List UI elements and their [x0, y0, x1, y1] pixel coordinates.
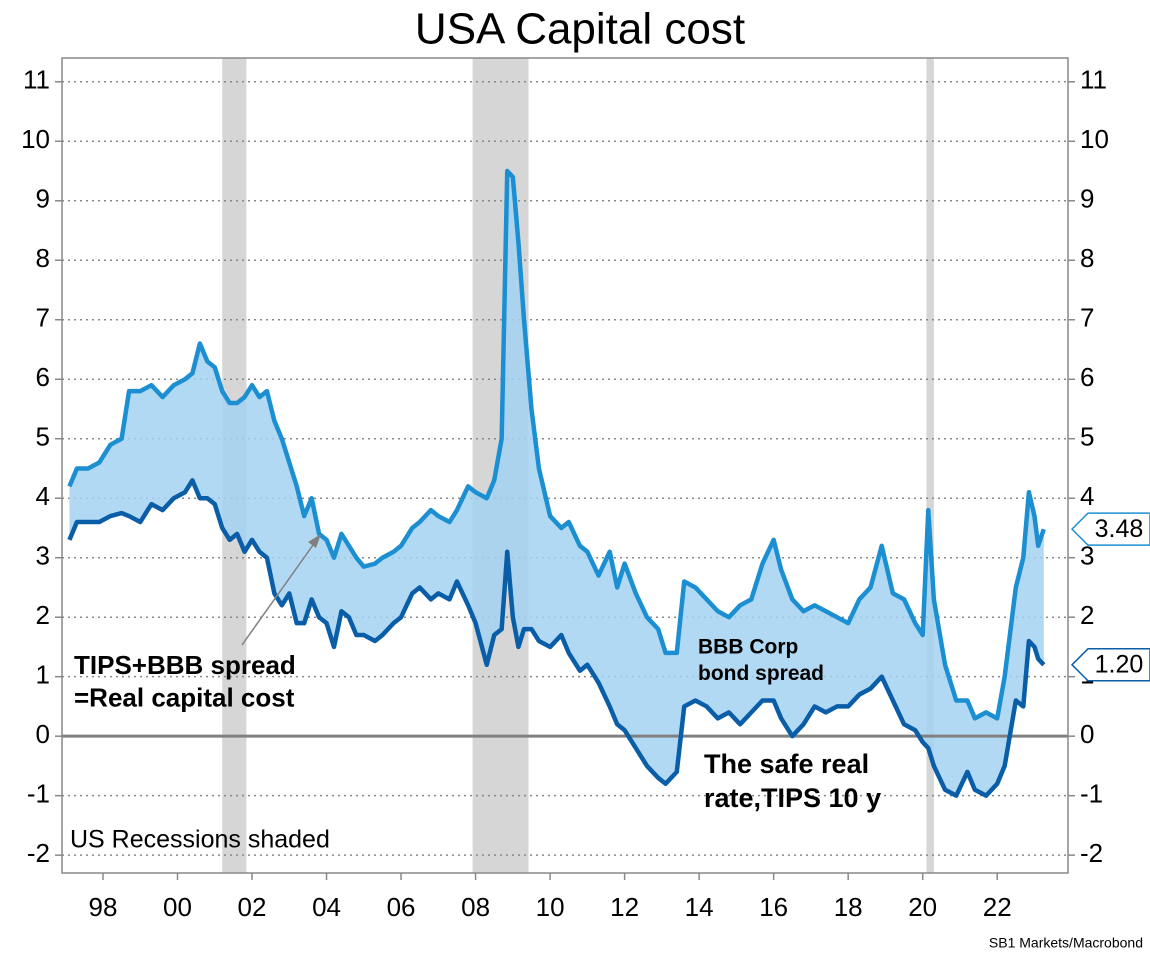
y2-tick-label: -1 [1080, 779, 1103, 809]
annotation: bond spread [698, 662, 824, 685]
x-tick-label: 02 [238, 892, 267, 922]
series-line [67, 478, 1046, 798]
y2-tick-label: 4 [1080, 481, 1094, 511]
x-tick-label: 98 [89, 892, 118, 922]
y-tick-label: 9 [36, 184, 50, 214]
y-tick-label: 7 [36, 303, 50, 333]
y2-tick-label: 10 [1080, 124, 1109, 154]
chart-title: USA Capital cost [415, 5, 745, 54]
y-tick-label: 4 [36, 481, 50, 511]
spread-area [69, 171, 1044, 796]
x-tick-label: 06 [387, 892, 416, 922]
plot-frame [61, 57, 1069, 874]
x-tick-label: 18 [834, 892, 863, 922]
x-tick-label: 16 [759, 892, 788, 922]
x-tick-label: 08 [461, 892, 490, 922]
y-tick-label: 11 [23, 65, 50, 95]
x-tick-label: 04 [312, 892, 341, 922]
end-label: 1.20 [1095, 650, 1144, 678]
y2-tick-label: 8 [1080, 243, 1094, 273]
y2-tick-label: 5 [1080, 422, 1094, 452]
y2-tick-label: 3 [1080, 541, 1094, 571]
annotation: rate,TIPS 10 y [704, 783, 881, 813]
annotation-arrow [241, 537, 319, 646]
series-line [67, 168, 1046, 721]
annotation: =Real capital cost [74, 682, 295, 712]
y-tick-label: 6 [36, 362, 50, 392]
x-tick-label: 14 [685, 892, 714, 922]
annotation: BBB Corp [698, 636, 798, 659]
x-tick-label: 00 [163, 892, 192, 922]
annotation: US Recessions shaded [70, 826, 330, 854]
y-tick-label: 1 [36, 660, 50, 690]
x-tick-label: 12 [610, 892, 639, 922]
y-tick-label: 3 [36, 541, 50, 571]
y-tick-label: -1 [27, 779, 50, 809]
y-tick-label: 0 [36, 719, 50, 749]
y2-tick-label: 11 [1080, 65, 1107, 95]
end-label-box [1070, 512, 1150, 546]
y-tick-label: -2 [27, 838, 50, 868]
y-tick-label: 5 [36, 422, 50, 452]
y2-tick-label: 9 [1080, 184, 1094, 214]
y-tick-label: 10 [21, 124, 50, 154]
annotation-arrowhead [308, 534, 321, 548]
recession-band [926, 58, 934, 873]
end-label: 3.48 [1095, 515, 1144, 543]
end-label-box [1070, 648, 1150, 682]
x-tick-label: 22 [983, 892, 1012, 922]
y2-tick-label: 2 [1080, 600, 1094, 630]
x-tick-label: 20 [908, 892, 937, 922]
y2-tick-label: 6 [1080, 362, 1094, 392]
y-tick-label: 8 [36, 243, 50, 273]
y2-tick-label: 0 [1080, 719, 1094, 749]
x-tick-label: 10 [536, 892, 565, 922]
source: SB1 Markets/Macrobond [989, 935, 1143, 951]
annotation: TIPS+BBB spread [74, 650, 296, 680]
y-tick-label: 2 [36, 600, 50, 630]
annotation: The safe real [704, 749, 869, 779]
y2-tick-label: 7 [1080, 303, 1094, 333]
y2-tick-label: -2 [1080, 838, 1103, 868]
